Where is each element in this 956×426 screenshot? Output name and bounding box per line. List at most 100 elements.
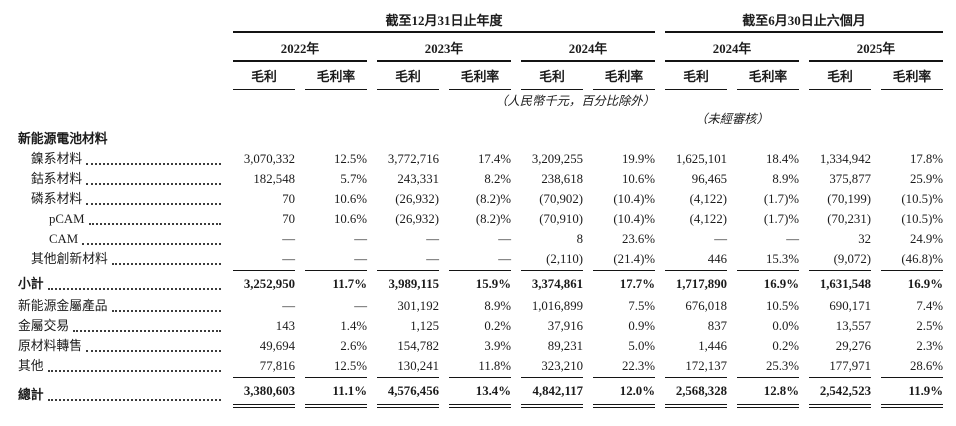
value-cell: 3,374,861	[521, 270, 583, 297]
value-cell: (26,932)	[395, 212, 439, 226]
value-cell: 0.0%	[772, 319, 799, 333]
row-label-text: 原材料轉售	[18, 339, 82, 353]
label-column-spacer	[18, 90, 223, 110]
value-cell: —	[786, 232, 799, 246]
value-cell: 8.9%	[772, 172, 799, 186]
value-cell: —	[354, 232, 367, 246]
value-cell: 8	[576, 232, 583, 246]
row-label-text: 鎳系材料	[31, 152, 83, 166]
value-cell: (4,122)	[689, 192, 727, 206]
value-cell: (70,910)	[539, 212, 583, 226]
value-cell: 13,557	[835, 319, 871, 333]
value-cell: —	[426, 252, 439, 266]
value-cell	[449, 130, 511, 150]
table-row: 鎳系材料 3,070,332 12.5% 3,772,716 17.4% 3,209,25…	[18, 150, 943, 170]
table-body: 新能源電池材料 鎳系材料 3,070,332 12.5% 3,772,716 17.4% 3…	[18, 130, 943, 408]
margin-column-header: 毛利率	[449, 62, 511, 90]
value-cell: 70	[282, 212, 295, 226]
profit-column-header: 毛利	[809, 62, 871, 90]
value-cell: 3,209,255	[531, 152, 583, 166]
value-cell: 2.6%	[340, 339, 367, 353]
spacer	[665, 90, 943, 110]
value-cell: (1.7)%	[763, 212, 799, 226]
value-cell: 3,772,716	[387, 152, 439, 166]
currency-note-row: （人民幣千元，百分比除外）	[18, 90, 943, 110]
value-cell: —	[354, 252, 367, 266]
value-cell: 0.9%	[628, 319, 655, 333]
value-cell: 16.9%	[737, 270, 799, 297]
value-cell: 32	[858, 232, 871, 246]
value-cell: 10.6%	[333, 192, 367, 206]
value-cell: 154,782	[397, 339, 439, 353]
value-cell: 1,446	[698, 339, 727, 353]
year-header-interim-2025: 2025年	[809, 33, 943, 62]
value-cell: 23.6%	[621, 232, 655, 246]
value-cell: 375,877	[829, 172, 871, 186]
year-header-2022: 2022年	[233, 33, 367, 62]
dot-leader	[85, 350, 221, 352]
table-row: 其他 77,816 12.5% 130,241 11.8% 323,210 22.3% 172…	[18, 357, 943, 377]
value-cell: 19.9%	[621, 152, 655, 166]
value-cell: 10.5%	[765, 299, 799, 313]
value-cell: (70,199)	[827, 192, 871, 206]
value-cell: 2.5%	[916, 319, 943, 333]
value-cell: 11.9%	[881, 377, 943, 408]
value-cell: (10.4)%	[613, 192, 655, 206]
row-label: CAM	[18, 230, 223, 250]
table-row: 金屬交易 143 1.4% 1,125 0.2% 37,916 0.9% 837 0.0% 13,…	[18, 317, 943, 337]
value-cell: 5.7%	[340, 172, 367, 186]
value-cell	[809, 130, 871, 150]
value-cell: 1,125	[410, 319, 439, 333]
value-cell: 12.5%	[333, 152, 367, 166]
value-cell: 1.4%	[340, 319, 367, 333]
profit-column-header: 毛利	[233, 62, 295, 90]
year-row: 2022年 2023年 2024年 2024年 2025年	[18, 33, 943, 62]
value-cell: 3,252,950	[233, 270, 295, 297]
gross-profit-table: 截至12月31日止年度 截至6月30日止六個月 2022年 2023年 2024…	[8, 12, 953, 408]
margin-column-header: 毛利率	[737, 62, 799, 90]
value-cell: 172,137	[685, 359, 727, 373]
financial-document-page: 截至12月31日止年度 截至6月30日止六個月 2022年 2023年 2024…	[8, 12, 953, 408]
table-row: 新能源金屬產品 — — 301,192 8.9% 1,016,899 7.5% 676,018…	[18, 297, 943, 317]
row-label: 原材料轉售	[18, 337, 223, 357]
value-cell: 1,631,548	[809, 270, 871, 297]
value-cell: 446	[707, 252, 727, 266]
value-cell: (21.4)%	[613, 252, 655, 266]
value-cell: 12.5%	[333, 359, 367, 373]
value-cell: 4,842,117	[521, 377, 583, 408]
dot-leader	[82, 243, 221, 245]
value-cell: 0.2%	[484, 319, 511, 333]
label-column-spacer	[18, 62, 223, 90]
value-cell	[521, 130, 583, 150]
value-cell: 2.3%	[916, 339, 943, 353]
value-cell: —	[282, 299, 295, 313]
value-cell: 2,568,328	[665, 377, 727, 408]
dot-leader	[111, 310, 221, 312]
row-label-text: 磷系材料	[31, 192, 83, 206]
col-group-annual: 截至12月31日止年度	[233, 12, 655, 33]
table-row: CAM — — — — 8 23.6% — — 32 24.9%	[18, 230, 943, 250]
unaudited-note-row: （未經審核）	[18, 110, 943, 130]
value-cell: 89,231	[547, 339, 583, 353]
value-cell	[593, 130, 655, 150]
row-label-text: 新能源金屬產品	[18, 299, 108, 313]
label-column-spacer	[18, 110, 223, 130]
unaudited-note: （未經審核）	[695, 112, 769, 126]
profit-column-header: 毛利	[521, 62, 583, 90]
value-cell: 8.9%	[484, 299, 511, 313]
value-cell: 22.3%	[621, 359, 655, 373]
year-header-2023: 2023年	[377, 33, 511, 62]
row-label: 小計	[18, 270, 223, 297]
value-cell: —	[498, 232, 511, 246]
row-label: 磷系材料	[18, 190, 223, 210]
value-cell: 238,618	[541, 172, 583, 186]
value-cell	[233, 130, 295, 150]
year-header-interim-2024: 2024年	[665, 33, 799, 62]
dot-leader	[88, 223, 221, 225]
value-cell: 13.4%	[449, 377, 511, 408]
value-cell: 12.0%	[593, 377, 655, 408]
value-cell: 3.9%	[484, 339, 511, 353]
value-cell	[665, 130, 727, 150]
value-cell: 29,276	[835, 339, 871, 353]
value-cell: 10.6%	[333, 212, 367, 226]
